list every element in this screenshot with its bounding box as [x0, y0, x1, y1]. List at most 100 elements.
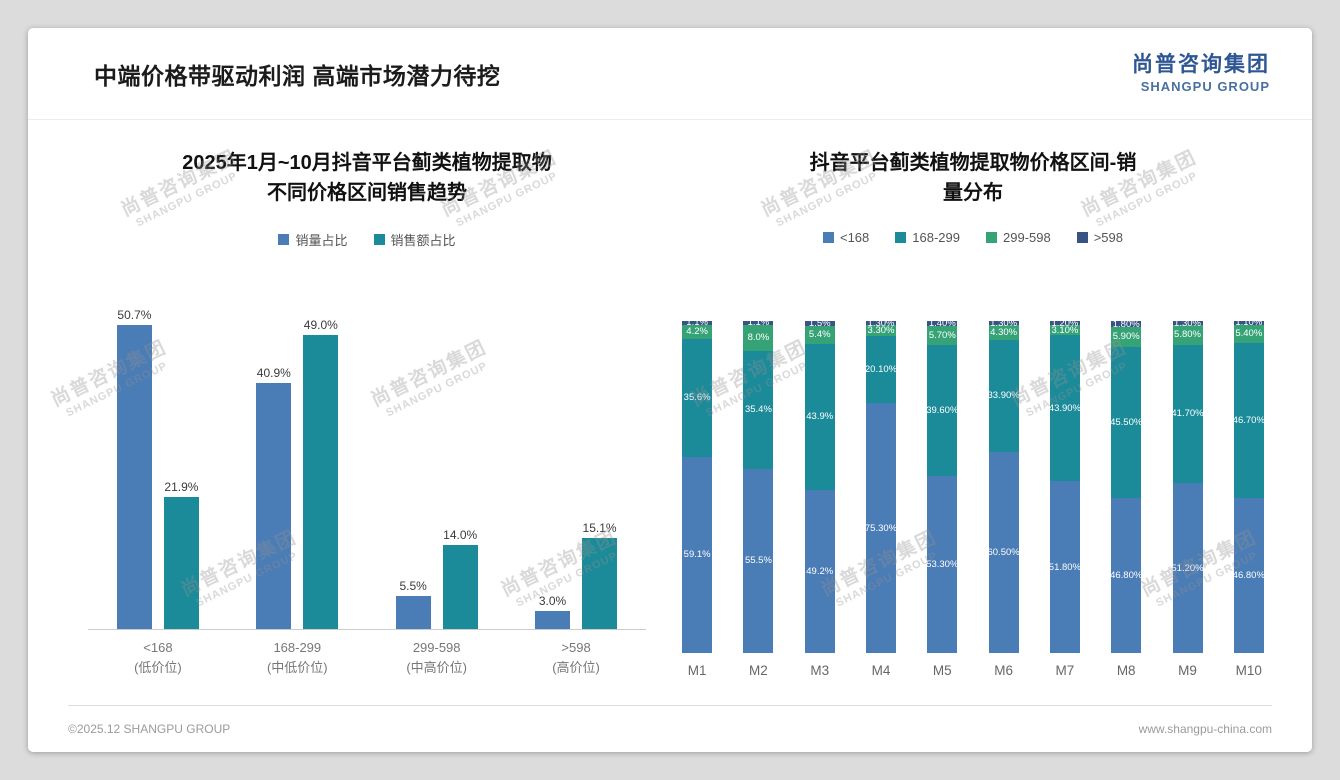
month-label: M9 — [1178, 663, 1197, 678]
legend-marker — [895, 232, 907, 243]
legend-marker — [986, 232, 997, 243]
footer-website: www.shangpu-china.com — [1138, 722, 1272, 736]
bar-segment — [1233, 321, 1264, 325]
bar-segment — [1172, 321, 1203, 326]
month-label: M10 — [1235, 663, 1262, 678]
bar-segment — [1111, 327, 1142, 347]
left-legend: 销量占比 销售额占比 — [278, 230, 456, 249]
segment-value-label: 1.1% — [747, 317, 770, 329]
bar-with-label: 50.7% — [116, 307, 152, 629]
bar-with-label: 5.5% — [395, 578, 431, 629]
segment-value-label: 5.80% — [1174, 329, 1201, 341]
bar-segment — [988, 325, 1019, 340]
segment-value-label: 53.30% — [926, 558, 959, 570]
segment-value-label: 39.60% — [926, 404, 959, 416]
bar — [303, 334, 339, 629]
stacked-bar: 53.30% 39.60% 5.70% 1.40% — [926, 317, 959, 653]
month-label: M8 — [1116, 663, 1136, 678]
bar-segment — [1233, 324, 1264, 343]
legend-marker — [278, 234, 290, 245]
segment-value-label: 1.40% — [928, 317, 956, 329]
bar-segment — [682, 324, 713, 339]
bar-segment — [804, 343, 835, 490]
bar — [256, 383, 292, 629]
legend-label: <168 — [839, 230, 870, 245]
segment-value-label: 51.80% — [1048, 561, 1082, 573]
legend-marker — [1076, 232, 1088, 243]
category-label: >598 (高价位) — [552, 639, 600, 675]
segment-value-label: 46.70% — [1232, 414, 1265, 426]
left-plot: 50.7% 21.9% 40.9% 49.0% 5.5% 14.0% 3.0% 15.1% — [88, 257, 646, 630]
bar-value-label: 50.7% — [117, 307, 152, 322]
bar-segment — [682, 456, 713, 653]
bar — [395, 595, 431, 629]
bar-value-label: 15.1% — [582, 521, 617, 536]
legend-label: 销售额占比 — [390, 233, 456, 248]
page-title: 中端价格带驱动利润 高端市场潜力待挖 — [94, 62, 501, 89]
bar — [442, 544, 478, 629]
stacked-bar: 60.50% 33.90% 4.30% 1.30% — [987, 317, 1020, 653]
month-label: M7 — [1055, 663, 1075, 678]
stacked-bar: 46.80% 45.50% 5.90% 1.80% — [1110, 319, 1143, 653]
segment-value-label: 1.5% — [808, 317, 831, 329]
month-label: M6 — [994, 663, 1013, 678]
bar-segment — [743, 321, 774, 325]
slide-footer: ©2025.12 SHANGPU GROUP www.shangpu-china… — [68, 705, 1272, 752]
segment-value-label: 43.90% — [1048, 402, 1082, 414]
segment-value-label: 33.90% — [987, 390, 1020, 402]
stacked-bar: 75.30% 20.10% 3.30% 1.30% — [865, 318, 897, 653]
bar — [535, 610, 571, 629]
stacked-bar: 51.80% 43.90% 3.10% 1.20% — [1048, 317, 1082, 653]
month-label: M3 — [810, 663, 830, 678]
legend-item: >598 — [1076, 230, 1123, 245]
bar-group: 50.7% 21.9% — [88, 308, 227, 629]
segment-value-label: 51.20% — [1171, 562, 1204, 574]
legend-item: 299-598 — [986, 230, 1051, 245]
bar — [163, 497, 199, 629]
bar-with-label: 40.9% — [256, 366, 292, 629]
stacked-bar: 51.20% 41.70% 5.80% 1.30% — [1171, 317, 1204, 653]
bar-with-label: 3.0% — [535, 594, 571, 629]
bar — [116, 324, 152, 629]
footer-copyright: ©2025.12 SHANGPU GROUP — [68, 722, 231, 736]
segment-value-label: 1.30% — [990, 317, 1018, 329]
slide: 尚普咨询集团 SHANGPU GROUP 尚普咨询集团 SHANGPU GROUP 尚普… — [28, 28, 1312, 752]
bar-value-label: 5.5% — [399, 578, 427, 593]
legend-label: 168-299 — [912, 230, 960, 245]
legend-label: 299-598 — [1003, 230, 1051, 245]
sales-trend-chart: 2025年1月~10月抖音平台蓟类植物提取物 不同价格区间销售趋势 销量占比 销售… — [64, 124, 670, 704]
company-logo-en: SHANGPU GROUP — [1140, 78, 1270, 94]
charts-area: 2025年1月~10月抖音平台蓟类植物提取物 不同价格区间销售趋势 销量占比 销售… — [64, 124, 1276, 704]
segment-value-label: 45.50% — [1110, 416, 1143, 428]
right-chart-title: 抖音平台蓟类植物提取物价格区间-销 量分布 — [809, 152, 1137, 204]
segment-value-label: 4.30% — [990, 326, 1018, 338]
segment-value-label: 41.70% — [1171, 408, 1204, 420]
bar-segment — [988, 321, 1019, 326]
segment-value-label: 35.6% — [683, 391, 711, 403]
segment-value-label: 1.30% — [1174, 317, 1201, 329]
bar-segment — [988, 452, 1019, 653]
bar-with-label: 14.0% — [442, 528, 478, 629]
bar-segment — [927, 344, 958, 477]
segment-value-label: 3.30% — [867, 325, 895, 337]
bar-segment — [1111, 321, 1142, 327]
legend-marker — [822, 232, 834, 243]
bar-segment — [1049, 321, 1080, 325]
left-chart-title: 2025年1月~10月抖音平台蓟类植物提取物 不同价格区间销售趋势 — [182, 152, 552, 204]
segment-value-label: 1.20% — [1051, 317, 1079, 329]
bar-segment — [804, 489, 835, 653]
bar-segment — [1049, 325, 1080, 336]
month-label: M2 — [749, 663, 768, 678]
bar-segment — [1111, 497, 1142, 653]
segment-value-label: 5.70% — [928, 329, 956, 341]
bar-value-label: 40.9% — [256, 366, 291, 381]
segment-value-label: 1.1% — [686, 317, 708, 329]
bar-segment — [927, 321, 958, 326]
bar-segment — [804, 326, 835, 344]
legend-item: <168 — [822, 230, 870, 245]
bar-segment — [1233, 497, 1264, 653]
bar-value-label: 21.9% — [164, 480, 199, 495]
bar-segment — [1111, 346, 1142, 498]
right-legend: <168 168-299 299-598 >598 — [822, 230, 1123, 245]
segment-value-label: 55.5% — [744, 555, 772, 567]
